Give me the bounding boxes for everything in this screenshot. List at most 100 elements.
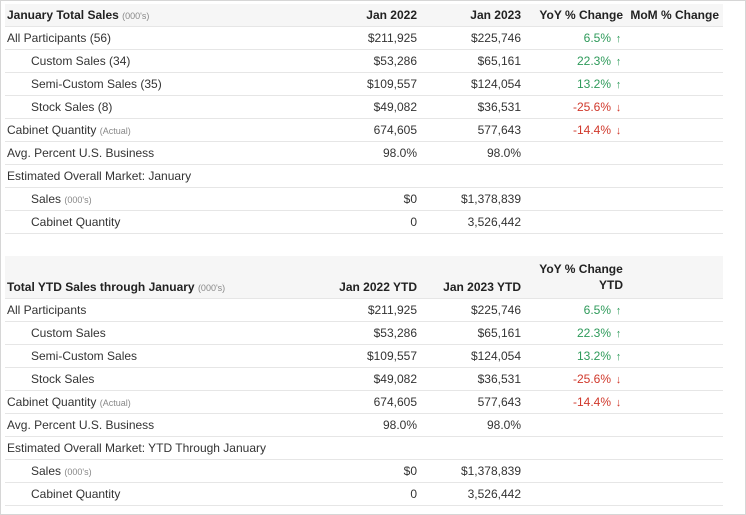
- mom-cell: [627, 344, 723, 368]
- table-row: Avg. Percent U.S. Business 98.0% 98.0%: [5, 413, 723, 437]
- value-2022: $109,557: [318, 344, 421, 368]
- row-unit: (Actual): [99, 398, 131, 408]
- col-yoy-change-ytd-line2: YTD: [599, 278, 623, 292]
- value-2023: 98.0%: [421, 413, 525, 437]
- value-2023: 3,526,442: [421, 210, 525, 234]
- yoy-cell: [525, 413, 627, 437]
- row-label-text: Stock Sales: [31, 372, 95, 386]
- value-2023: [421, 164, 525, 188]
- yoy-value: 13.2%: [576, 77, 611, 91]
- monthly-sales-table: January Total Sales (000's) Jan 2022 Jan…: [5, 4, 723, 234]
- mom-cell: [627, 321, 723, 345]
- col-jan-2022-ytd: Jan 2022 YTD: [318, 256, 421, 299]
- table-row: All Participants $211,925 $225,746 6.5% ↑: [5, 298, 723, 322]
- row-label-text: Avg. Percent U.S. Business: [7, 146, 155, 160]
- row-label-text: Custom Sales: [31, 326, 106, 340]
- row-label: Semi-Custom Sales (35): [5, 72, 318, 96]
- yoy-cell: -25.6% ↓: [525, 367, 627, 391]
- arrow-up-icon: ↑: [615, 305, 622, 317]
- yoy-cell: -14.4% ↓: [525, 390, 627, 414]
- value-2022: [318, 436, 421, 460]
- mom-cell: [627, 26, 723, 50]
- col-jan-2023-ytd: Jan 2023 YTD: [421, 256, 525, 299]
- row-label-text: Avg. Percent U.S. Business: [7, 418, 155, 432]
- table-row: Semi-Custom Sales (35) $109,557 $124,054 13…: [5, 72, 723, 96]
- yoy-cell: [525, 164, 627, 188]
- yoy-cell: -25.6% ↓: [525, 95, 627, 119]
- value-2023: 577,643: [421, 390, 525, 414]
- value-2022: $53,286: [318, 321, 421, 345]
- row-label-text: Stock Sales (8): [31, 100, 113, 114]
- row-unit: (000's): [64, 467, 92, 477]
- value-2023: 3,526,442: [421, 482, 525, 506]
- arrow-down-icon: ↓: [615, 374, 622, 386]
- yoy-cell: 22.3% ↑: [525, 49, 627, 73]
- value-2022: $49,082: [318, 367, 421, 391]
- mom-cell: [627, 436, 723, 460]
- arrow-up-icon: ↑: [615, 56, 622, 68]
- ytd-title-text: Total YTD Sales through January: [7, 280, 195, 294]
- yoy-cell: 13.2% ↑: [525, 72, 627, 96]
- yoy-cell: [525, 141, 627, 165]
- mom-cell: [627, 482, 723, 506]
- value-2023: $225,746: [421, 26, 525, 50]
- value-2022: [318, 164, 421, 188]
- yoy-value: -25.6%: [572, 100, 611, 114]
- yoy-cell: 13.2% ↑: [525, 344, 627, 368]
- row-label-text: Cabinet Quantity: [31, 487, 121, 501]
- value-2022: 674,605: [318, 390, 421, 414]
- value-2022: $0: [318, 459, 421, 483]
- arrow-up-icon: ↑: [615, 79, 622, 91]
- table-row: Cabinet Quantity 0 3,526,442: [5, 482, 723, 506]
- col-yoy-change: YoY % Change: [525, 4, 627, 27]
- row-label: Custom Sales: [5, 321, 318, 345]
- mom-cell: [627, 187, 723, 211]
- row-label: Cabinet Quantity (Actual): [5, 390, 318, 414]
- yoy-cell: [525, 210, 627, 234]
- table-row: All Participants (56) $211,925 $225,746 6.5…: [5, 26, 723, 50]
- table-row: Cabinet Quantity (Actual) 674,605 577,643-…: [5, 390, 723, 414]
- value-2022: 98.0%: [318, 413, 421, 437]
- col-mom-change: MoM % Change: [627, 4, 723, 27]
- monthly-title-text: January Total Sales: [7, 8, 119, 22]
- mom-cell: [627, 298, 723, 322]
- mom-cell: [627, 118, 723, 142]
- mom-cell: [627, 390, 723, 414]
- value-2022: $109,557: [318, 72, 421, 96]
- row-label: Estimated Overall Market: January: [5, 164, 318, 188]
- row-label-text: Semi-Custom Sales: [31, 349, 138, 363]
- ytd-title: Total YTD Sales through January (000's): [5, 256, 318, 299]
- arrow-down-icon: ↓: [615, 125, 622, 137]
- row-label: Avg. Percent U.S. Business: [5, 141, 318, 165]
- yoy-cell: [525, 459, 627, 483]
- yoy-cell: -14.4% ↓: [525, 118, 627, 142]
- mom-cell: [627, 459, 723, 483]
- value-2022: $211,925: [318, 26, 421, 50]
- value-2022: $53,286: [318, 49, 421, 73]
- row-label-text: Estimated Overall Market: January: [7, 169, 192, 183]
- row-label-text: Cabinet Quantity: [7, 123, 97, 137]
- mom-cell: [627, 95, 723, 119]
- row-label: Sales (000's): [5, 187, 318, 211]
- yoy-value: 22.3%: [576, 54, 611, 68]
- yoy-value: 13.2%: [576, 349, 611, 363]
- row-label-text: Custom Sales (34): [31, 54, 131, 68]
- yoy-value: -25.6%: [572, 372, 611, 386]
- mom-cell: [627, 367, 723, 391]
- row-label-text: All Participants: [7, 303, 87, 317]
- value-2023: $124,054: [421, 344, 525, 368]
- row-label-text: Semi-Custom Sales (35): [31, 77, 162, 91]
- arrow-up-icon: ↑: [615, 33, 622, 45]
- table-row: Stock Sales (8) $49,082 $36,531 -25.6% ↓: [5, 95, 723, 119]
- row-label: Custom Sales (34): [5, 49, 318, 73]
- ytd-table-body: All Participants $211,925 $225,746 6.5% ↑ Cus…: [5, 298, 723, 506]
- row-label: Cabinet Quantity: [5, 210, 318, 234]
- col-jan-2023: Jan 2023: [421, 4, 525, 27]
- ytd-title-unit: (000's): [197, 283, 226, 293]
- arrow-down-icon: ↓: [615, 397, 622, 409]
- col-jan-2022: Jan 2022: [318, 4, 421, 27]
- yoy-value: 22.3%: [576, 326, 611, 340]
- yoy-cell: [525, 436, 627, 460]
- value-2023: $65,161: [421, 49, 525, 73]
- row-label-text: All Participants (56): [7, 31, 112, 45]
